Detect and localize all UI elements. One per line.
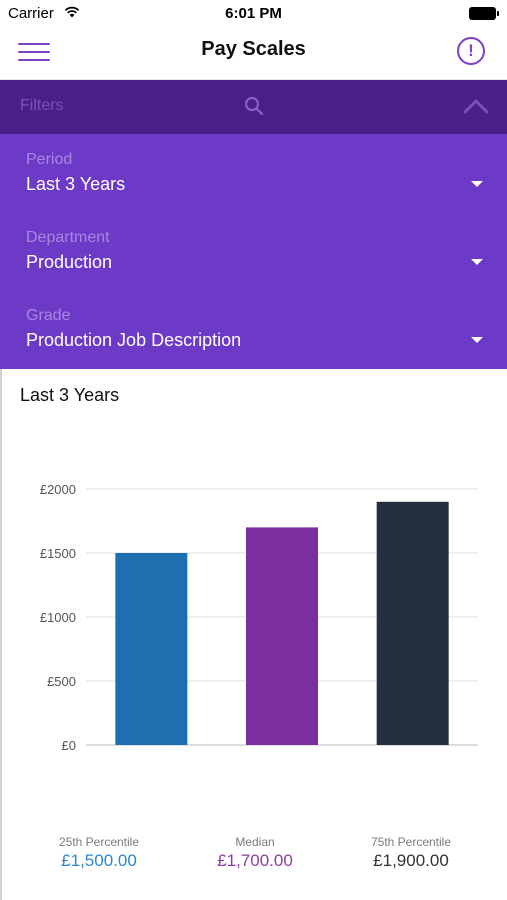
- y-tick-label: £2000: [40, 482, 76, 497]
- department-label: Department: [26, 229, 110, 246]
- hamburger-menu-icon[interactable]: [18, 40, 50, 64]
- filters-label: Filters: [20, 97, 64, 114]
- y-tick-label: £1500: [40, 546, 76, 561]
- bar-25th-percentile[interactable]: [115, 553, 188, 745]
- department-value: Production: [26, 252, 113, 272]
- grade-select[interactable]: Grade Production Job Description: [0, 307, 507, 377]
- chevron-down-icon[interactable]: [471, 181, 483, 187]
- wifi-icon: [64, 6, 80, 18]
- stat-value: £1,700.00: [217, 851, 293, 870]
- y-tick-label: £500: [47, 674, 76, 689]
- chevron-up-icon[interactable]: [463, 98, 489, 114]
- stat-value: £1,500.00: [61, 851, 137, 870]
- battery-icon: [469, 7, 499, 20]
- bar-median[interactable]: [246, 527, 318, 745]
- carrier-label: Carrier: [8, 5, 54, 22]
- stat-label: Median: [235, 835, 275, 849]
- period-select[interactable]: Period Last 3 Years: [0, 151, 507, 221]
- grade-label: Grade: [26, 307, 71, 324]
- filters-header[interactable]: Filters: [0, 80, 507, 134]
- stat-median: Median £1,700.00: [180, 835, 330, 871]
- y-tick-label: £0: [62, 738, 76, 753]
- period-label: Period: [26, 151, 73, 168]
- bar-75th-percentile[interactable]: [376, 501, 449, 745]
- grade-value: Production Job Description: [26, 330, 242, 350]
- status-time: 6:01 PM: [225, 5, 282, 22]
- info-circle-icon[interactable]: !: [457, 37, 485, 65]
- stat-75th-percentile: 75th Percentile £1,900.00: [336, 835, 486, 871]
- pay-scales-chart: £0 £500 £1000 £1500 £2000: [40, 482, 478, 753]
- period-value: Last 3 Years: [26, 174, 126, 194]
- navigation-bar: Pay Scales !: [0, 28, 507, 80]
- filters-panel: Period Last 3 Years Department Productio…: [0, 134, 507, 369]
- status-bar: Carrier 6:01 PM: [0, 0, 507, 28]
- stat-label: 25th Percentile: [58, 835, 140, 849]
- chevron-down-icon[interactable]: [471, 259, 483, 265]
- page-title: Pay Scales: [201, 38, 306, 60]
- chart-card: Last 3 Years £0 £500 £1000 £1500 £2000 25th …: [0, 369, 507, 900]
- stat-25th-percentile: 25th Percentile £1,500.00: [24, 835, 174, 871]
- department-select[interactable]: Department Production: [0, 229, 507, 299]
- stat-label: 75th Percentile: [370, 835, 452, 849]
- search-icon[interactable]: [244, 96, 264, 116]
- chevron-down-icon[interactable]: [471, 337, 483, 343]
- y-tick-label: £1000: [40, 610, 76, 625]
- chart-title: Last 3 Years: [20, 385, 120, 405]
- stat-value: £1,900.00: [373, 851, 449, 870]
